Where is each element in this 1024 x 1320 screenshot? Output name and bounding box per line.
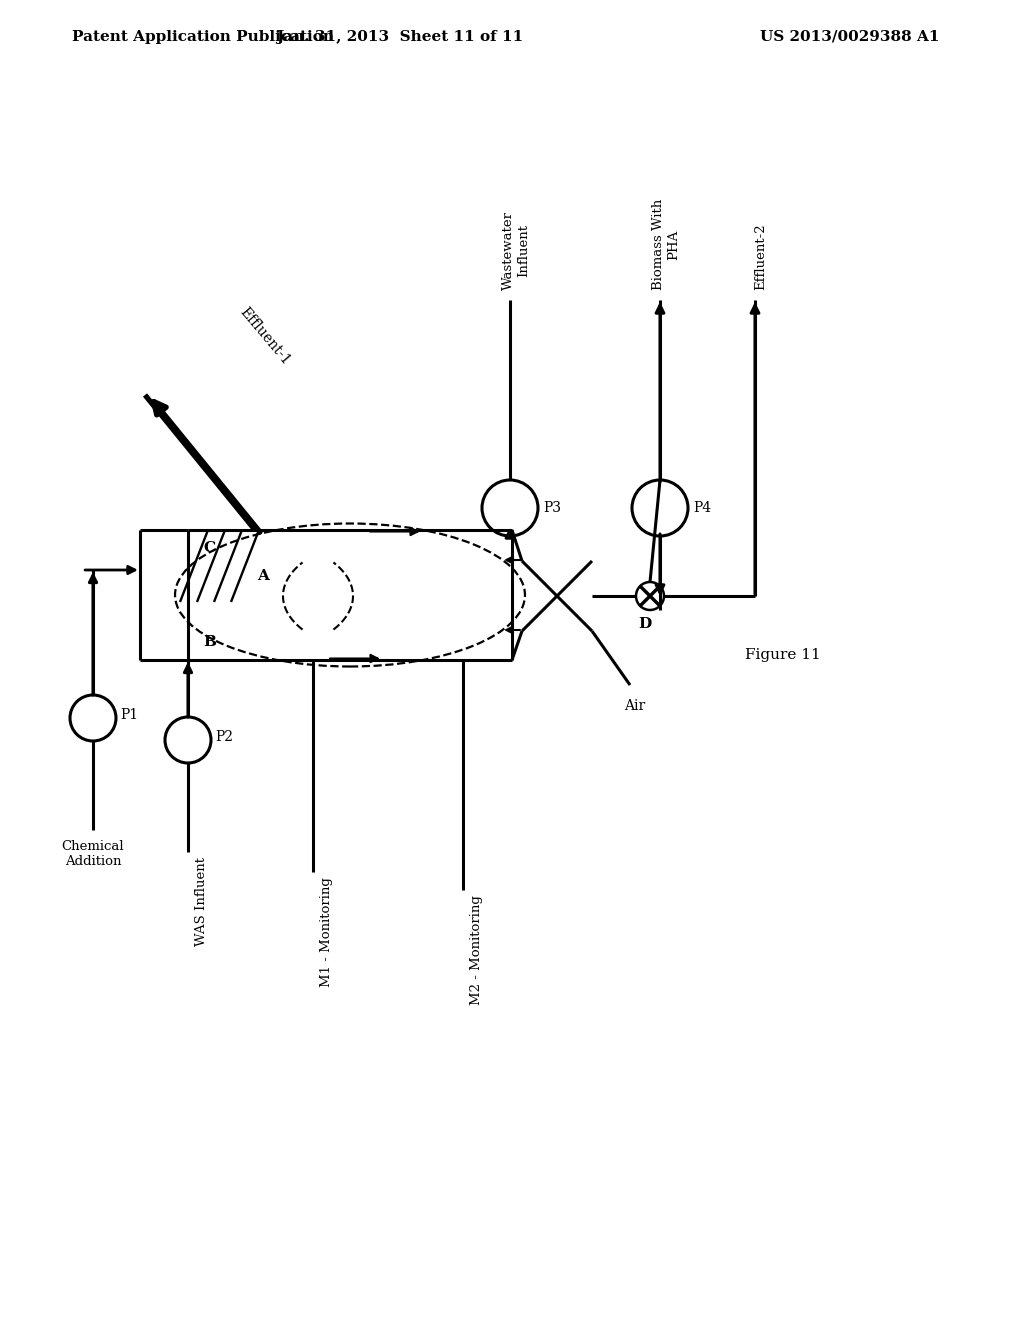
- Text: Effluent-2: Effluent-2: [755, 223, 768, 290]
- Text: Chemical
Addition: Chemical Addition: [61, 840, 124, 869]
- Text: D: D: [638, 616, 651, 631]
- Text: Wastewater
Influent: Wastewater Influent: [502, 211, 530, 290]
- Text: Effluent-1: Effluent-1: [238, 305, 293, 368]
- Text: P1: P1: [120, 708, 138, 722]
- Text: Air: Air: [625, 700, 645, 713]
- Text: Figure 11: Figure 11: [745, 648, 821, 663]
- Text: M1 - Monitoring: M1 - Monitoring: [319, 876, 333, 987]
- Text: Jan. 31, 2013  Sheet 11 of 11: Jan. 31, 2013 Sheet 11 of 11: [276, 30, 523, 44]
- Text: P4: P4: [693, 502, 711, 515]
- Text: Biomass With
PHA: Biomass With PHA: [652, 199, 680, 290]
- Text: P3: P3: [543, 502, 561, 515]
- Text: Patent Application Publication: Patent Application Publication: [72, 30, 334, 44]
- Text: P2: P2: [215, 730, 233, 744]
- Text: A: A: [257, 569, 269, 583]
- Text: C: C: [203, 541, 215, 554]
- Text: B: B: [203, 635, 216, 649]
- Text: US 2013/0029388 A1: US 2013/0029388 A1: [760, 30, 939, 44]
- Text: M2 - Monitoring: M2 - Monitoring: [470, 895, 483, 1005]
- Text: WAS Influent: WAS Influent: [195, 857, 208, 946]
